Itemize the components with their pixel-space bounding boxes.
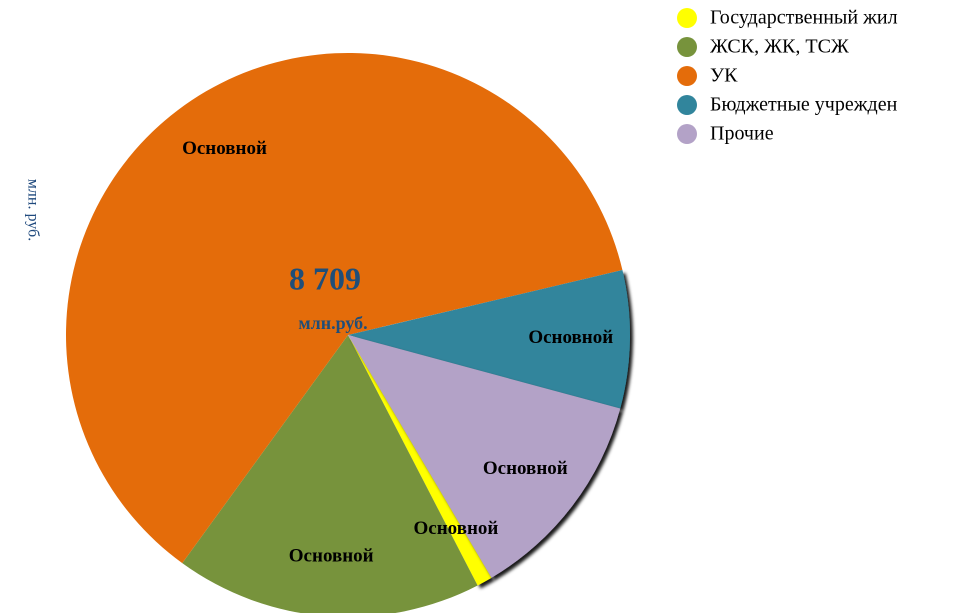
legend-label: Бюджетные учрежден: [710, 94, 898, 116]
legend-label: Прочие: [710, 123, 774, 145]
total-value: 8 709: [289, 260, 361, 296]
legend-marker: [677, 66, 697, 86]
data-label: Основной: [414, 518, 499, 539]
axis-label: млн. руб.: [24, 179, 41, 241]
pie-slice: [348, 335, 621, 578]
legend-label: УК: [710, 65, 738, 87]
data-label: Основной: [483, 458, 568, 479]
legend-marker: [677, 95, 697, 115]
legend-marker: [677, 37, 697, 57]
legend-label: Государственный жил: [710, 7, 898, 29]
legend-marker: [677, 8, 697, 28]
legend-marker: [677, 124, 697, 144]
pie-slice: [348, 335, 492, 586]
data-label: Основной: [182, 138, 267, 159]
legend-label: ЖСК, ЖК, ТСЖ: [710, 36, 849, 58]
data-label: Основной: [528, 327, 613, 348]
total-unit: млн.руб.: [298, 313, 367, 333]
pie-slice: [66, 52, 623, 564]
pie-slice: [348, 270, 630, 409]
data-label: Основной: [289, 546, 374, 567]
pie-slice: [182, 335, 478, 613]
